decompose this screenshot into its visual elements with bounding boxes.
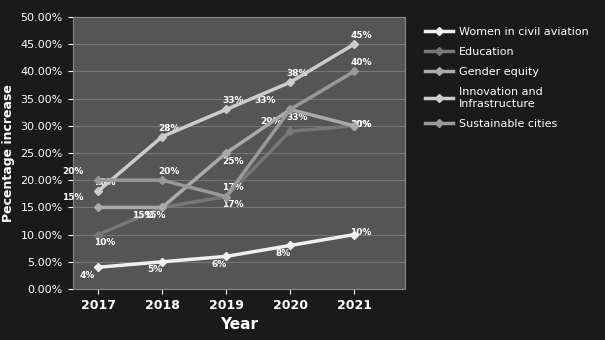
Innovation and
Infrastructure xyxy=(287,80,294,84)
Text: 10%: 10% xyxy=(350,228,372,237)
X-axis label: Year: Year xyxy=(220,317,258,332)
Text: 30%: 30% xyxy=(350,120,372,129)
Text: 20%: 20% xyxy=(159,167,180,176)
Text: 29%: 29% xyxy=(260,117,281,126)
Sustainable cities xyxy=(223,194,230,199)
Text: 25%: 25% xyxy=(223,156,244,166)
Line: Innovation and
Infrastructure: Innovation and Infrastructure xyxy=(96,41,357,194)
Text: 6%: 6% xyxy=(212,260,227,269)
Women in civil aviation xyxy=(94,265,102,269)
Innovation and
Infrastructure xyxy=(223,107,230,112)
Text: 10%: 10% xyxy=(94,238,116,247)
Y-axis label: Pecentage increase: Pecentage increase xyxy=(2,84,15,222)
Innovation and
Infrastructure xyxy=(94,189,102,193)
Text: 30%: 30% xyxy=(350,120,372,129)
Innovation and
Infrastructure xyxy=(159,135,166,139)
Text: 15%: 15% xyxy=(132,211,154,220)
Education xyxy=(223,194,230,199)
Line: Sustainable cities: Sustainable cities xyxy=(96,69,357,199)
Line: Women in civil aviation: Women in civil aviation xyxy=(96,232,357,270)
Gender equity xyxy=(94,205,102,209)
Text: 45%: 45% xyxy=(350,31,372,40)
Women in civil aviation xyxy=(287,243,294,248)
Gender equity xyxy=(350,124,358,128)
Text: 28%: 28% xyxy=(159,123,180,133)
Gender equity xyxy=(159,205,166,209)
Text: 18%: 18% xyxy=(94,178,116,187)
Gender equity xyxy=(287,107,294,112)
Text: 8%: 8% xyxy=(276,249,291,258)
Text: 4%: 4% xyxy=(79,271,95,280)
Text: 38%: 38% xyxy=(286,69,308,78)
Text: 17%: 17% xyxy=(222,183,244,192)
Sustainable cities xyxy=(159,178,166,182)
Women in civil aviation xyxy=(350,233,358,237)
Line: Education: Education xyxy=(96,123,357,237)
Sustainable cities xyxy=(287,107,294,112)
Line: Gender equity: Gender equity xyxy=(96,107,357,210)
Text: 40%: 40% xyxy=(350,58,372,67)
Text: 33%: 33% xyxy=(223,96,244,105)
Education xyxy=(287,129,294,133)
Gender equity xyxy=(223,151,230,155)
Education xyxy=(159,205,166,209)
Text: 33%: 33% xyxy=(286,113,308,122)
Women in civil aviation xyxy=(159,260,166,264)
Text: 17%: 17% xyxy=(222,200,244,209)
Education xyxy=(350,124,358,128)
Text: 5%: 5% xyxy=(148,265,163,274)
Text: 15%: 15% xyxy=(62,193,84,202)
Text: 15%: 15% xyxy=(145,211,166,220)
Women in civil aviation xyxy=(223,254,230,258)
Text: 20%: 20% xyxy=(62,167,84,176)
Education xyxy=(94,233,102,237)
Innovation and
Infrastructure xyxy=(350,42,358,46)
Sustainable cities xyxy=(350,69,358,73)
Legend: Women in civil aviation, Education, Gender equity, Innovation and
Infrastructure: Women in civil aviation, Education, Gend… xyxy=(421,22,593,133)
Text: 33%: 33% xyxy=(255,96,276,105)
Sustainable cities xyxy=(94,178,102,182)
